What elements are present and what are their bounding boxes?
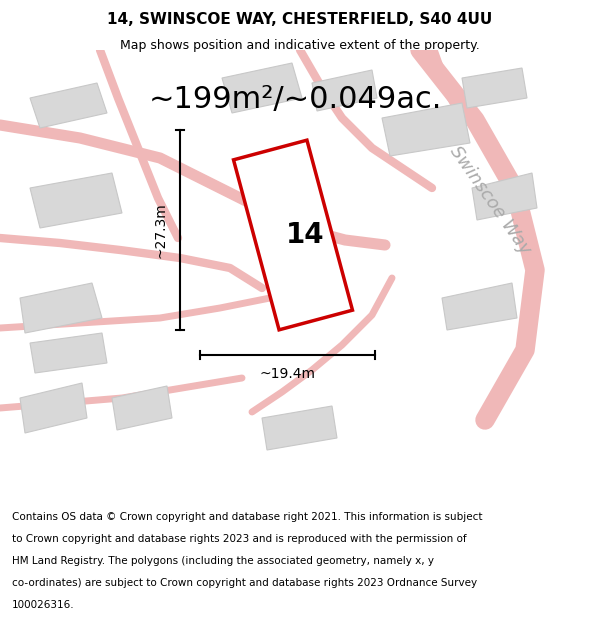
Polygon shape bbox=[30, 173, 122, 228]
Polygon shape bbox=[30, 83, 107, 128]
Polygon shape bbox=[442, 283, 517, 330]
Polygon shape bbox=[30, 333, 107, 373]
Text: ~199m²/~0.049ac.: ~199m²/~0.049ac. bbox=[148, 85, 442, 114]
Text: 100026316.: 100026316. bbox=[12, 600, 74, 610]
Text: HM Land Registry. The polygons (including the associated geometry, namely x, y: HM Land Registry. The polygons (includin… bbox=[12, 556, 434, 566]
Polygon shape bbox=[222, 63, 302, 113]
Text: ~19.4m: ~19.4m bbox=[260, 367, 316, 381]
Text: Contains OS data © Crown copyright and database right 2021. This information is : Contains OS data © Crown copyright and d… bbox=[12, 512, 482, 522]
Text: 14, SWINSCOE WAY, CHESTERFIELD, S40 4UU: 14, SWINSCOE WAY, CHESTERFIELD, S40 4UU bbox=[107, 12, 493, 28]
Text: co-ordinates) are subject to Crown copyright and database rights 2023 Ordnance S: co-ordinates) are subject to Crown copyr… bbox=[12, 578, 477, 588]
Text: 14: 14 bbox=[286, 221, 325, 249]
Polygon shape bbox=[112, 386, 172, 430]
Text: ~27.3m: ~27.3m bbox=[154, 202, 168, 258]
Text: Map shows position and indicative extent of the property.: Map shows position and indicative extent… bbox=[120, 39, 480, 52]
Polygon shape bbox=[312, 70, 377, 111]
Polygon shape bbox=[233, 140, 352, 330]
Polygon shape bbox=[20, 283, 102, 333]
Polygon shape bbox=[20, 383, 87, 433]
Polygon shape bbox=[472, 173, 537, 220]
Text: Swinscoe Way: Swinscoe Way bbox=[446, 142, 534, 258]
Polygon shape bbox=[382, 103, 470, 156]
Text: to Crown copyright and database rights 2023 and is reproduced with the permissio: to Crown copyright and database rights 2… bbox=[12, 534, 467, 544]
Polygon shape bbox=[262, 406, 337, 450]
Polygon shape bbox=[462, 68, 527, 108]
